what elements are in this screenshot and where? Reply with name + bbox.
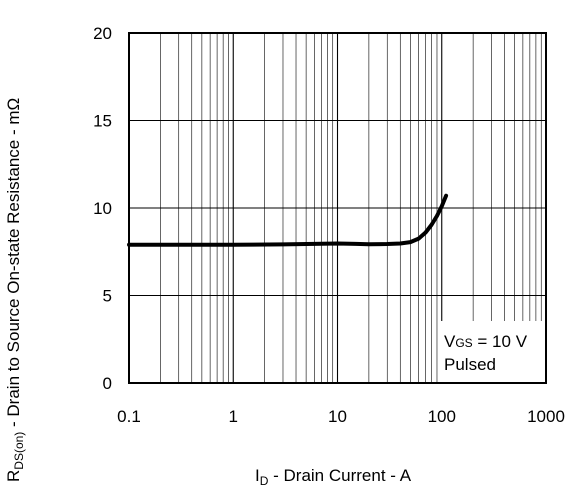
annotation-line-1: VGS = 10 V: [444, 332, 528, 351]
plot-frame: [128, 32, 547, 384]
y-tick-label: 0: [103, 374, 112, 393]
y-tick-label: 10: [93, 199, 112, 218]
x-tick-label: 10: [328, 407, 347, 426]
x-axis-label: ID - Drain Current - A: [255, 466, 412, 488]
x-tick-label: 0.1: [117, 407, 141, 426]
annotation-line-2: Pulsed: [444, 355, 496, 374]
y-tick-label: 15: [93, 112, 112, 131]
annotation-box: [441, 321, 546, 383]
x-tick-labels: 0.1 1 10 100 1000: [117, 407, 565, 426]
x-tick-label: 100: [428, 407, 456, 426]
y-axis-label: RDS(on) - Drain to Source On-state Resis…: [4, 98, 26, 482]
y-tick-label: 20: [93, 24, 112, 43]
series-layer: [127, 193, 449, 247]
y-tick-labels: 0 5 10 15 20: [93, 24, 112, 393]
series-line: [127, 193, 449, 247]
y-tick-label: 5: [103, 287, 112, 306]
x-tick-label: 1000: [527, 407, 565, 426]
x-tick-label: 1: [229, 407, 238, 426]
